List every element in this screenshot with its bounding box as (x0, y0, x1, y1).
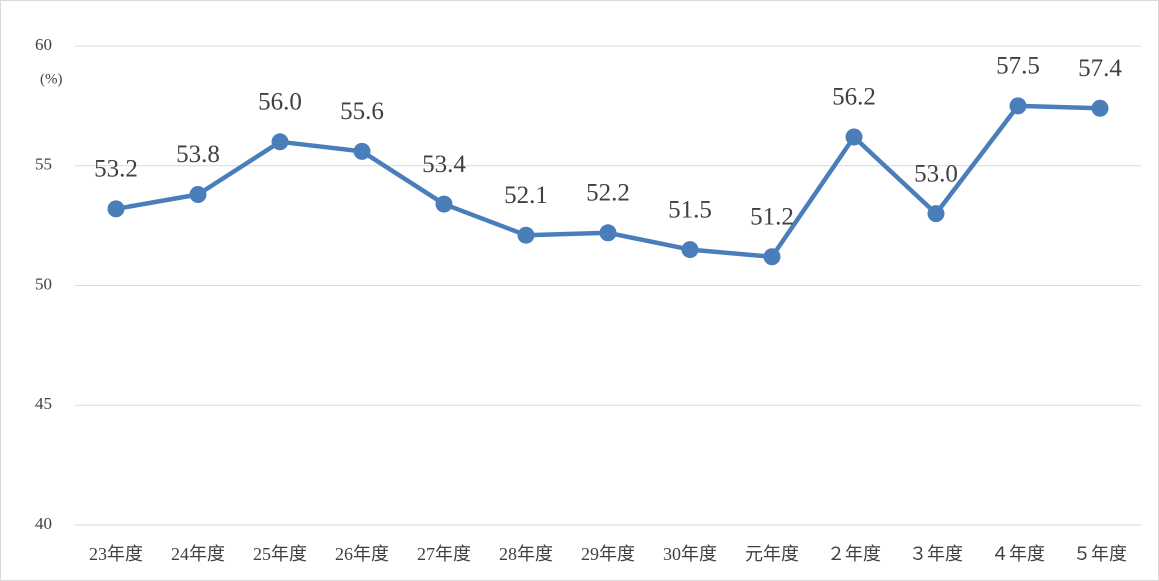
y-tick-label: 40 (35, 514, 52, 533)
x-tick-label: ３年度 (909, 544, 963, 564)
data-point (189, 185, 207, 203)
data-label: 57.4 (1078, 55, 1122, 82)
data-label: 52.1 (504, 182, 548, 209)
data-label: 53.0 (914, 160, 958, 187)
data-point (845, 128, 863, 146)
data-label: 56.0 (258, 89, 302, 116)
x-tick-label: 29年度 (581, 544, 635, 564)
y-tick-label: 50 (35, 274, 52, 293)
data-point (435, 195, 453, 213)
data-label: 51.2 (750, 203, 794, 230)
data-label: 56.2 (832, 84, 876, 111)
y-tick-label: 60 (35, 35, 52, 54)
y-unit-label: (%) (40, 71, 63, 87)
data-label: 53.4 (422, 151, 466, 178)
x-tick-label: ５年度 (1073, 544, 1127, 564)
data-point (1009, 97, 1027, 115)
data-point (681, 241, 699, 259)
data-label: 53.2 (94, 156, 138, 183)
data-point (353, 142, 371, 160)
data-point (271, 133, 289, 151)
y-tick-label: 55 (35, 155, 52, 174)
data-label: 57.5 (996, 53, 1040, 80)
x-tick-label: 元年度 (745, 544, 799, 564)
data-label: 52.2 (586, 180, 630, 207)
x-tick-label: 25年度 (253, 544, 307, 564)
x-tick-label: 30年度 (663, 544, 717, 564)
data-point (1091, 99, 1109, 117)
data-point (763, 248, 781, 266)
x-tick-label: 26年度 (335, 544, 389, 564)
x-tick-label: 24年度 (171, 544, 225, 564)
x-tick-label: 28年度 (499, 544, 553, 564)
y-tick-label: 45 (35, 394, 52, 413)
data-point (927, 205, 945, 223)
data-label: 51.5 (668, 196, 712, 223)
x-tick-label: 27年度 (417, 544, 471, 564)
data-point (107, 200, 125, 218)
data-label: 55.6 (340, 98, 384, 125)
x-tick-label: ４年度 (991, 544, 1045, 564)
data-point (517, 226, 535, 244)
data-label: 53.8 (176, 141, 220, 168)
x-tick-label: 23年度 (89, 544, 143, 564)
data-point (599, 224, 617, 242)
x-tick-label: ２年度 (827, 544, 881, 564)
